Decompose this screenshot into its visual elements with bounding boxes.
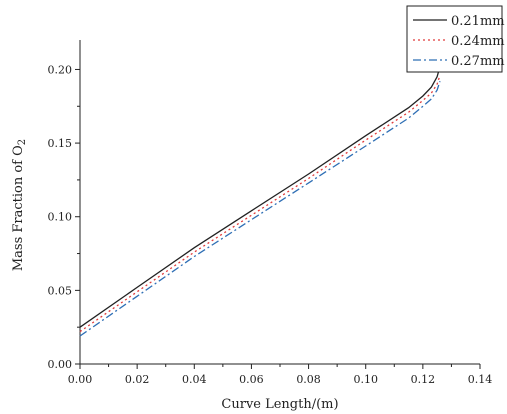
x-tick-label: 0.00 <box>68 373 93 386</box>
x-tick-label: 0.06 <box>239 373 264 386</box>
legend: 0.21mm 0.24mm 0.27mm <box>406 5 505 73</box>
legend-label-3: 0.27mm <box>451 54 505 69</box>
legend-label-1: 0.21mm <box>451 14 505 29</box>
y-axis-title: Mass Fraction of O2 <box>11 139 28 271</box>
y-tick-label: 0.15 <box>48 137 73 150</box>
x-tick-label: 0.14 <box>468 373 493 386</box>
series-layer <box>79 66 441 337</box>
y-axis-title-main: Mass Fraction of O <box>11 145 26 271</box>
legend-label-2: 0.24mm <box>451 34 505 49</box>
y-tick-label: 0.00 <box>48 358 73 371</box>
x-axis-title: Curve Length/(m) <box>221 397 338 412</box>
series-line-2 <box>79 75 441 333</box>
x-tick-label: 0.12 <box>411 373 436 386</box>
y-tick-label: 0.10 <box>48 211 73 224</box>
x-tick-label: 0.04 <box>182 373 207 386</box>
y-tick-label: 0.20 <box>48 63 73 76</box>
x-tick-label: 0.02 <box>125 373 150 386</box>
y-tick-label: 0.05 <box>48 284 73 297</box>
x-tick-label: 0.10 <box>353 373 378 386</box>
x-tick-label: 0.08 <box>296 373 321 386</box>
series-line-3 <box>79 80 441 337</box>
legend-box <box>406 5 503 73</box>
axes: 0.00 0.02 0.04 0.06 0.08 0.10 0.12 0.14 0.00 0.05… <box>48 40 493 386</box>
series-line-1 <box>79 66 441 328</box>
y-axis-title-subscript: 2 <box>17 139 28 145</box>
